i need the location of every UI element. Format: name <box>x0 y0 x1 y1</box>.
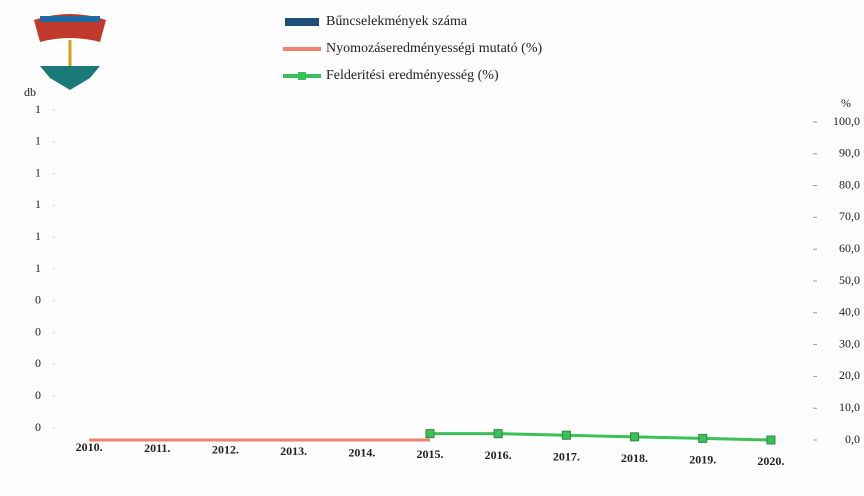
x-tick-label: 2017. <box>553 450 580 464</box>
y2-tick-label: 10,0 <box>839 400 860 414</box>
y2-tick-label: 20,0 <box>839 368 860 382</box>
legend-label: Bűncselekmények száma <box>326 14 468 29</box>
y-axis-label: db <box>24 85 36 99</box>
y2-tick-label: 0,0 <box>845 432 860 446</box>
line <box>430 432 771 442</box>
y2-axis-label: % <box>841 96 851 110</box>
marker <box>425 429 435 439</box>
x-tick-label: 2013. <box>280 444 307 458</box>
y2-tick-label: 90,0 <box>839 146 860 160</box>
marker <box>561 430 571 440</box>
x-tick-label: 2020. <box>757 454 784 468</box>
y2-tick-label: 50,0 <box>839 273 860 287</box>
y-tick-label: 1 <box>35 229 41 243</box>
y2-tick-label: 100,0 <box>833 114 860 128</box>
legend-swatch <box>285 18 319 26</box>
y2-tick-label: 30,0 <box>839 336 860 350</box>
y-tick-label: 0 <box>35 388 41 402</box>
y-tick-label: 0 <box>35 293 41 307</box>
y-tick-label: 0 <box>35 324 41 338</box>
y-tick-label: 0 <box>35 356 41 370</box>
x-tick-label: 2012. <box>212 443 239 457</box>
marker <box>698 433 708 443</box>
y-tick-label: 1 <box>35 261 41 275</box>
y-tick-label: 1 <box>35 102 41 116</box>
y-tick-label: 0 <box>35 420 41 434</box>
legend-marker <box>298 72 306 80</box>
x-tick-label: 2015. <box>417 447 444 461</box>
marker <box>630 432 640 442</box>
y2-tick-label: 60,0 <box>839 241 860 255</box>
y-tick-label: 1 <box>35 165 41 179</box>
x-tick-label: 2014. <box>348 445 375 459</box>
y2-tick-label: 40,0 <box>839 305 860 319</box>
x-tick-label: 2016. <box>485 448 512 462</box>
x-tick-label: 2011. <box>144 441 170 455</box>
legend-label: Felderitési eredményesség (%) <box>326 68 499 83</box>
logo <box>34 14 106 90</box>
marker <box>493 429 503 439</box>
y2-tick-label: 80,0 <box>839 177 860 191</box>
x-tick-label: 2019. <box>689 452 716 466</box>
marker <box>766 435 776 445</box>
x-tick-label: 2010. <box>76 440 103 454</box>
legend-label: Nyomozáseredményességi mutató (%) <box>326 41 542 56</box>
y-tick-label: 1 <box>35 197 41 211</box>
y2-tick-label: 70,0 <box>839 209 860 223</box>
x-tick-label: 2018. <box>621 451 648 465</box>
y-tick-label: 1 <box>35 134 41 148</box>
